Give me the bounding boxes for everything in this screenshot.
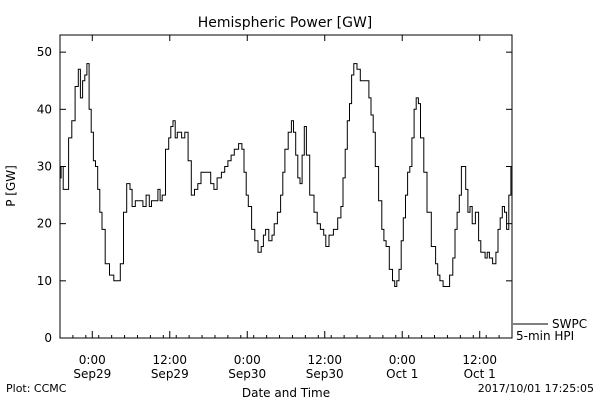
x-tick-label-time: 0:00 [389,353,416,367]
x-tick-label-date: Sep29 [73,367,111,381]
x-tick-label-date: Sep29 [151,367,189,381]
legend-label-hpi: 5-min HPI [516,329,574,343]
y-tick-label: 10 [37,274,52,288]
y-axis: 0 10 20 30 40 50 [37,45,512,345]
footer-credit: Plot: CCMC [6,382,67,395]
y-tick-label: 40 [37,102,52,116]
y-tick-label: 30 [37,159,52,173]
legend: SWPC 5-min HPI [513,317,587,343]
y-tick-label: 0 [44,331,52,345]
x-tick-label-time: 0:00 [79,353,106,367]
x-tick-label-time: 0:00 [234,353,261,367]
series-line-swpc [60,63,512,287]
plot-frame [59,34,513,339]
y-tick-label: 50 [37,45,52,59]
chart-title: Hemispheric Power [GW] [198,15,373,31]
x-tick-label-date: Sep30 [306,367,344,381]
x-tick-label-date: Oct 1 [464,367,496,381]
footer-timestamp: 2017/10/01 17:25:05 [477,382,594,395]
x-tick-label-time: 12:00 [152,353,187,367]
x-axis: 0:00Sep2912:00Sep290:00Sep3012:00Sep300:… [59,35,513,381]
x-tick-label-date: Sep30 [228,367,266,381]
y-tick-label: 20 [37,217,52,231]
y-axis-label: P [GW] [4,165,18,207]
legend-label-swpc: SWPC [552,317,587,331]
x-tick-label-time: 12:00 [462,353,497,367]
series-layer [60,63,512,287]
x-tick-label-time: 12:00 [307,353,342,367]
x-axis-label: Date and Time [242,386,330,400]
x-tick-label-date: Oct 1 [386,367,418,381]
